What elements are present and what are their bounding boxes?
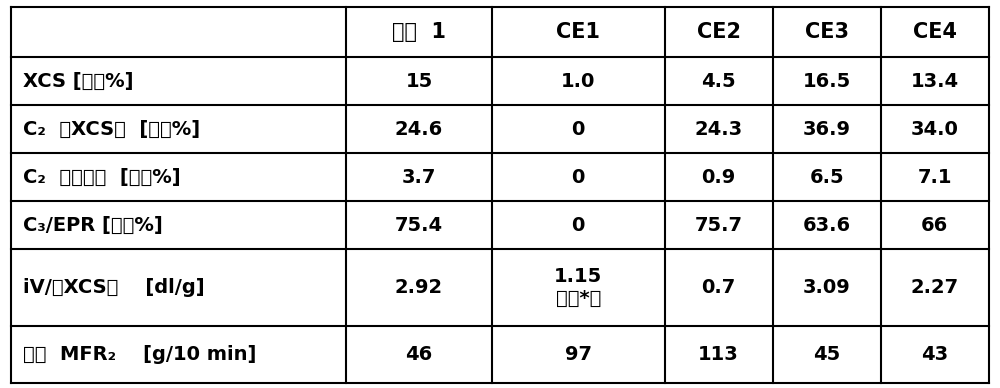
Text: 0: 0 — [572, 120, 585, 139]
Text: 16.5: 16.5 — [803, 72, 851, 91]
Text: 75.4: 75.4 — [395, 216, 443, 235]
Text: CE4: CE4 — [913, 22, 957, 42]
Text: 13.4: 13.4 — [911, 72, 959, 91]
Text: 6.5: 6.5 — [809, 168, 844, 187]
Text: 2.27: 2.27 — [911, 278, 959, 297]
Text: CE1: CE1 — [556, 22, 600, 42]
Text: 最终  MFR₂    [g/10 min]: 最终 MFR₂ [g/10 min] — [23, 345, 257, 364]
Text: 0.7: 0.7 — [702, 278, 736, 297]
Text: XCS [重量%]: XCS [重量%] — [23, 72, 134, 91]
Text: 2.92: 2.92 — [395, 278, 443, 297]
Text: C₃/EPR [重量%]: C₃/EPR [重量%] — [23, 216, 163, 235]
Text: 3.09: 3.09 — [803, 278, 851, 297]
Text: 15: 15 — [405, 72, 433, 91]
Text: 34.0: 34.0 — [911, 120, 959, 139]
Text: iV/（XCS）    [dl/g]: iV/（XCS） [dl/g] — [23, 278, 205, 297]
Text: 66: 66 — [921, 216, 948, 235]
Text: 1.15
（总*）: 1.15 （总*） — [554, 267, 602, 308]
Text: 24.6: 24.6 — [395, 120, 443, 139]
Text: 97: 97 — [565, 345, 592, 364]
Text: C₂  （总量）  [重量%]: C₂ （总量） [重量%] — [23, 168, 181, 187]
Text: 0.9: 0.9 — [702, 168, 736, 187]
Text: CE3: CE3 — [805, 22, 849, 42]
Text: 7.1: 7.1 — [917, 168, 952, 187]
Text: 43: 43 — [921, 345, 948, 364]
Text: 46: 46 — [405, 345, 433, 364]
Text: 4.5: 4.5 — [701, 72, 736, 91]
Text: 36.9: 36.9 — [803, 120, 851, 139]
Text: 示例  1: 示例 1 — [392, 22, 446, 42]
Text: 0: 0 — [572, 216, 585, 235]
Text: 75.7: 75.7 — [695, 216, 743, 235]
Text: CE2: CE2 — [697, 22, 741, 42]
Text: 24.3: 24.3 — [695, 120, 743, 139]
Text: C₂  （XCS）  [重量%]: C₂ （XCS） [重量%] — [23, 120, 200, 139]
Text: 63.6: 63.6 — [803, 216, 851, 235]
Text: 1.0: 1.0 — [561, 72, 595, 91]
Text: 45: 45 — [813, 345, 840, 364]
Text: 0: 0 — [572, 168, 585, 187]
Text: 113: 113 — [698, 345, 739, 364]
Text: 3.7: 3.7 — [402, 168, 436, 187]
